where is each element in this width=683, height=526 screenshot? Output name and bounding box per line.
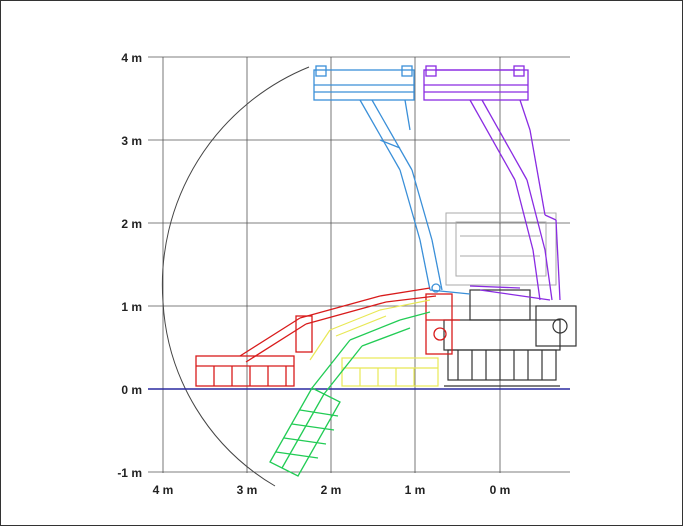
x-tick-label: 3 m: [237, 483, 258, 497]
x-tick-label: 0 m: [490, 483, 511, 497]
grid: [148, 56, 570, 473]
machine-chassis: [443, 289, 577, 387]
x-tick-label: 4 m: [153, 483, 174, 497]
y-tick-label: 0 m: [121, 383, 142, 397]
y-tick-label: 1 m: [121, 300, 142, 314]
chassis-outline: [445, 212, 557, 286]
boom-green: [269, 311, 431, 477]
reach-arc: [161, 66, 310, 487]
y-axis-labels: 4 m 3 m 2 m 1 m 0 m -1 m: [117, 51, 142, 480]
boom-blue: [313, 65, 471, 295]
boom-purple: [423, 65, 561, 301]
y-tick-label: 4 m: [121, 51, 142, 65]
boom-red: [195, 287, 460, 387]
y-tick-label: 2 m: [121, 217, 142, 231]
x-axis-labels: 4 m 3 m 2 m 1 m 0 m: [153, 483, 511, 497]
y-tick-label: 3 m: [121, 134, 142, 148]
boom-yellow: [309, 299, 439, 387]
y-tick-label: -1 m: [117, 466, 142, 480]
x-tick-label: 2 m: [321, 483, 342, 497]
x-tick-label: 1 m: [405, 483, 426, 497]
